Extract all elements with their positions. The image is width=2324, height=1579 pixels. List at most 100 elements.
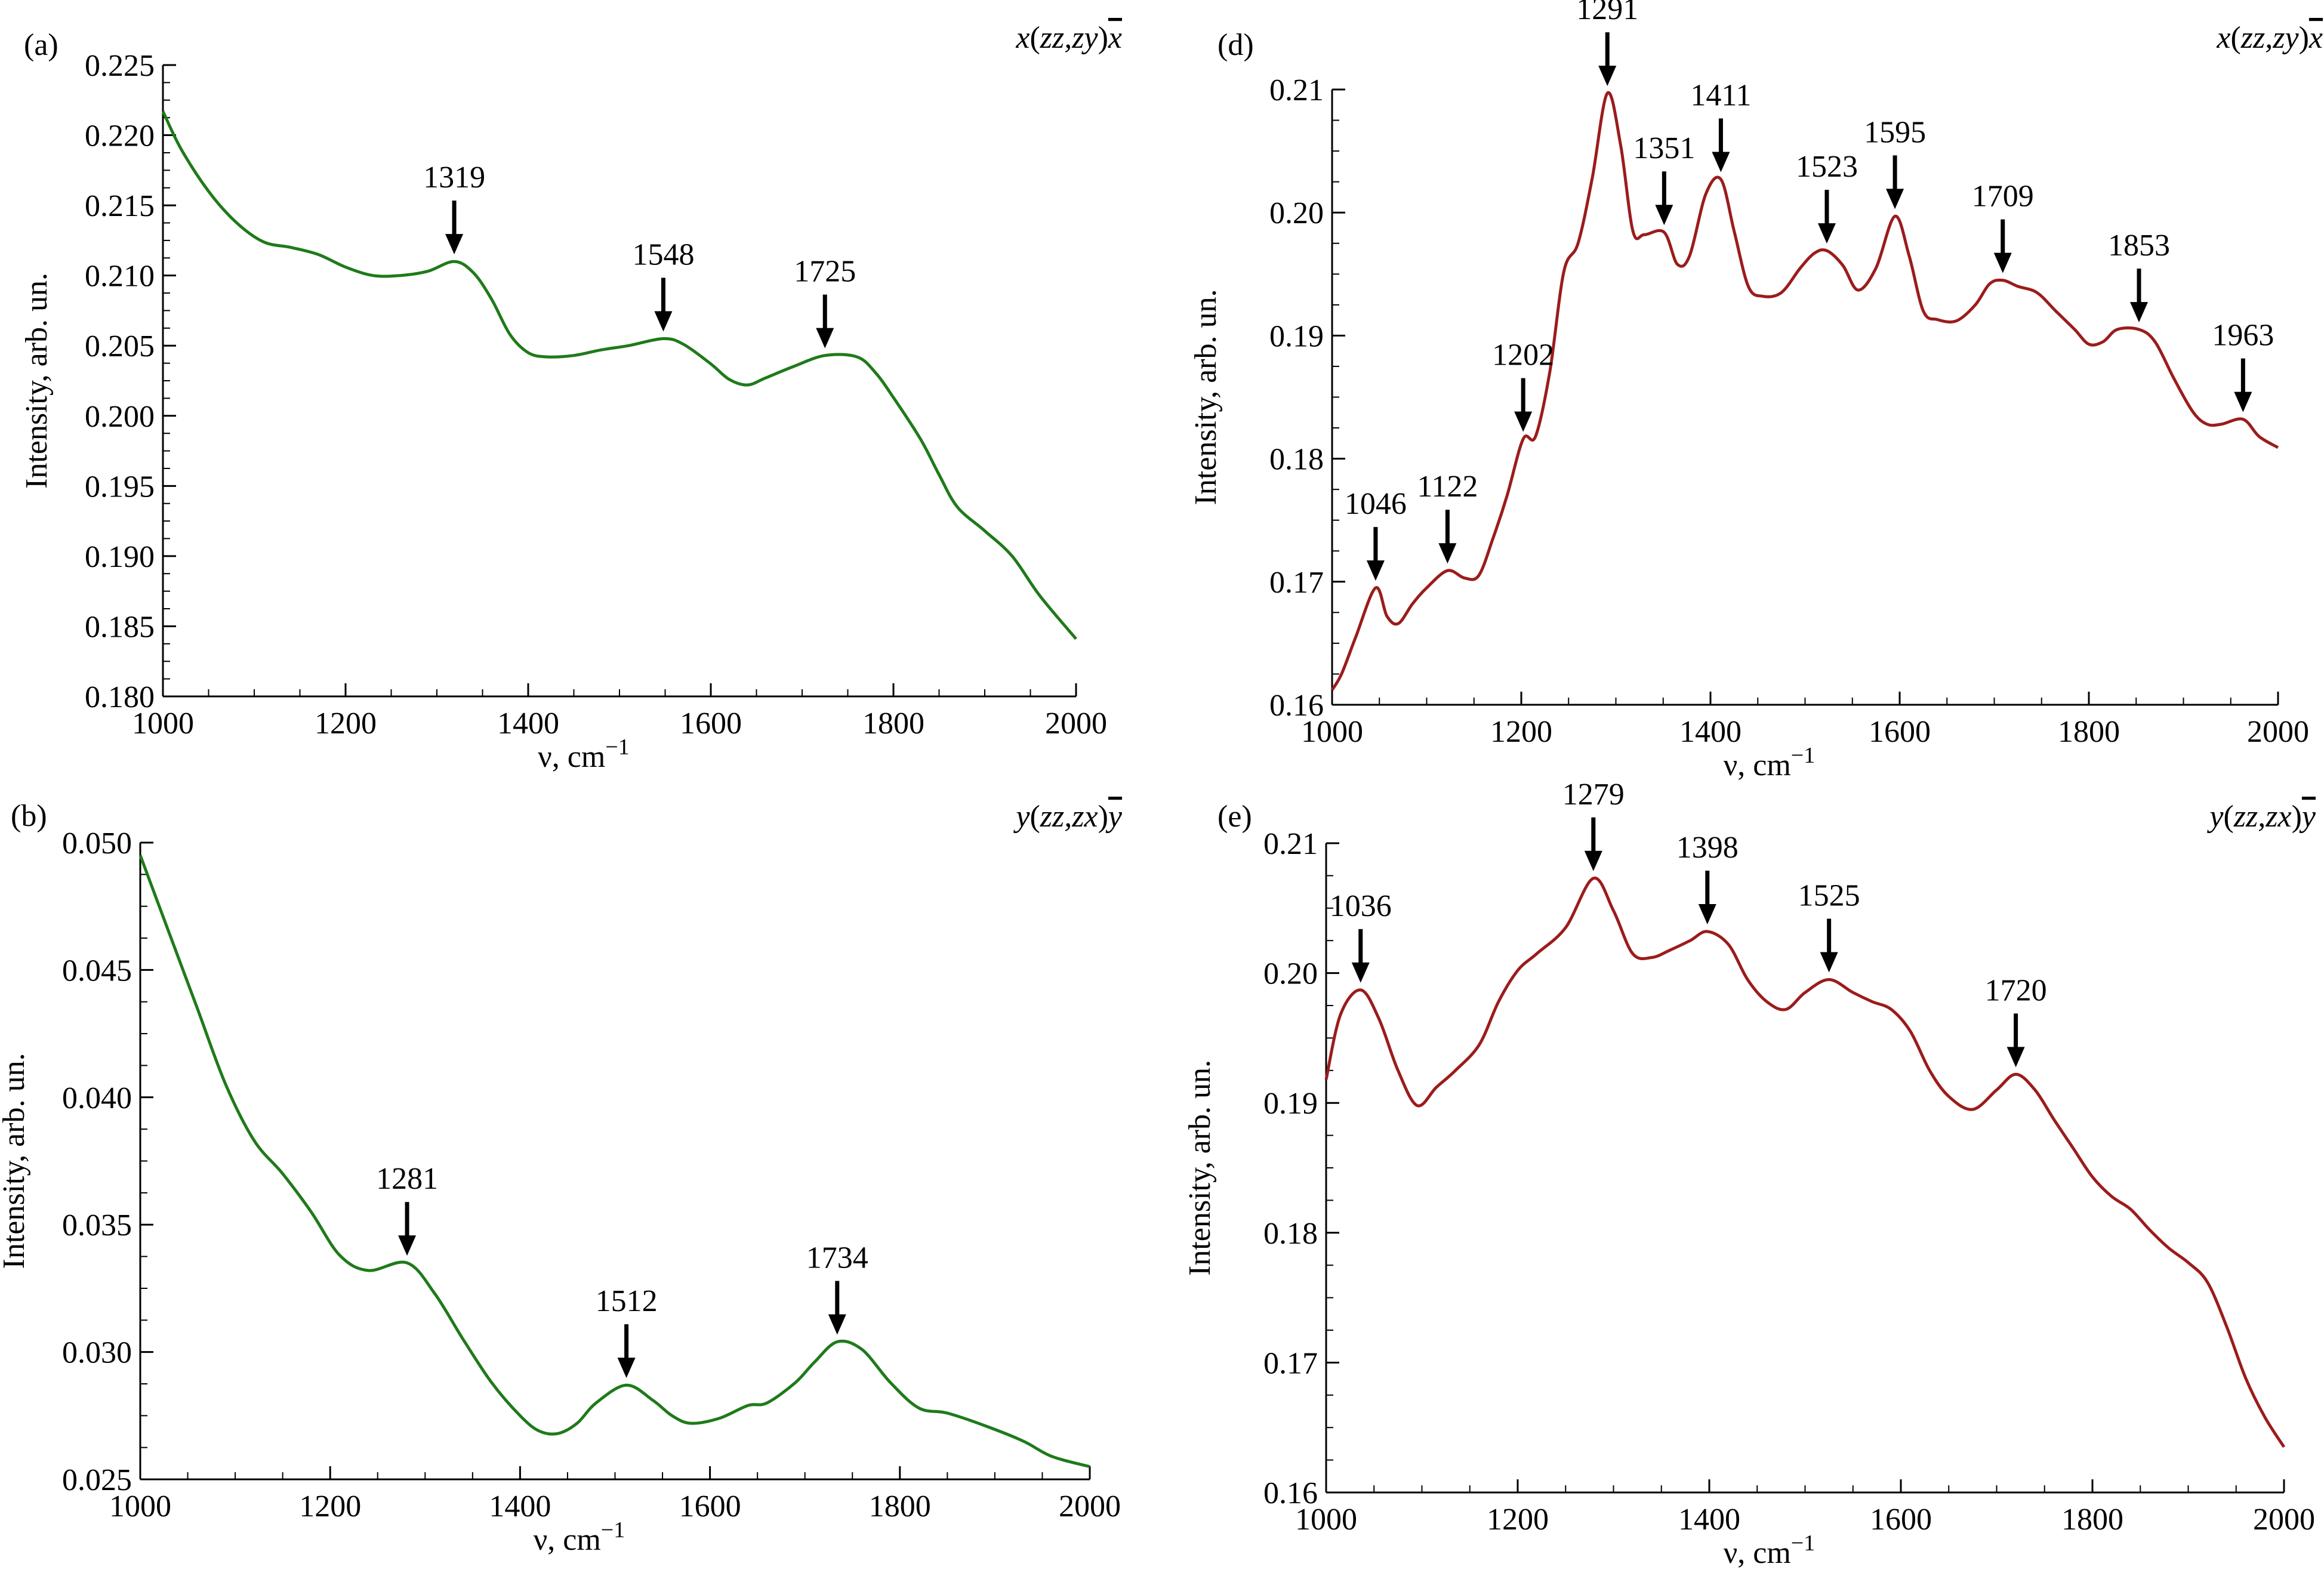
x-tick-label: 1000: [1301, 715, 1363, 749]
y-tick-label: 0.18: [1269, 443, 1324, 477]
peak-label: 1709: [1972, 180, 2034, 214]
peak-arrow-head: [1817, 223, 1836, 244]
peak-arrow-head: [1698, 903, 1716, 924]
x-axis-title: ν, cm−1: [538, 735, 629, 774]
y-tick-label: 0.16: [1269, 689, 1324, 723]
y-tick-label: 0.210: [85, 260, 155, 294]
peak-arrow-head: [398, 1235, 417, 1256]
y-axis-title: Intensity, arb. un.: [20, 273, 54, 489]
x-tick-label: 1400: [1678, 1503, 1740, 1537]
peak-arrow-head: [1820, 952, 1838, 973]
y-tick-label: 0.20: [1269, 196, 1324, 230]
peak-label: 1319: [423, 161, 485, 195]
y-tick-label: 0.17: [1263, 1346, 1318, 1380]
peak-arrow-head: [816, 328, 834, 349]
x-tick-label: 1600: [1870, 1503, 1932, 1537]
peak-arrow-head: [445, 234, 464, 255]
x-tick-label: 2000: [2247, 715, 2309, 749]
peak-arrow-head: [1886, 189, 1904, 209]
x-tick-label: 1600: [1869, 715, 1931, 749]
y-axis-title: Intensity, arb. un.: [1189, 289, 1223, 505]
y-tick-label: 0.205: [85, 329, 155, 363]
y-tick-label: 0.035: [62, 1208, 132, 1242]
x-tick-label: 1400: [1679, 715, 1742, 749]
scattering-geometry-label: x(zz,zy)x: [2216, 21, 2323, 55]
scattering-geometry-label: y(zz,zx)y: [2206, 800, 2316, 834]
peak-label: 1279: [1562, 778, 1625, 812]
x-tick-label: 1000: [132, 707, 194, 741]
x-tick-label: 1400: [489, 1489, 551, 1524]
peak-label: 1291: [1576, 0, 1638, 26]
scattering-geometry-label: x(zz,zy)x: [1015, 21, 1122, 55]
panel-label: (e): [1218, 800, 1252, 834]
peak-arrow-head: [1351, 962, 1370, 983]
x-tick-label: 1600: [680, 707, 742, 741]
panel-label: (b): [11, 799, 47, 833]
scattering-geometry-label: y(zz,zx)y: [1013, 800, 1123, 834]
y-tick-label: 0.19: [1263, 1087, 1318, 1121]
spectrum-line: [138, 855, 1090, 1469]
x-axis-title: ν, cm−1: [534, 1518, 625, 1557]
peak-arrow-head: [1655, 205, 1673, 226]
x-tick-label: 1800: [869, 1489, 931, 1524]
y-tick-label: 0.220: [85, 119, 155, 153]
x-tick-label: 1000: [109, 1489, 171, 1524]
peak-label: 1548: [632, 238, 694, 272]
y-tick-label: 0.20: [1263, 957, 1318, 991]
peak-label: 1411: [1690, 79, 1751, 113]
peak-arrow-head: [654, 311, 673, 332]
x-axis-title: ν, cm−1: [1724, 743, 1815, 782]
x-tick-label: 2000: [1059, 1489, 1121, 1524]
peak-arrow-head: [617, 1358, 636, 1378]
x-tick-label: 2000: [2253, 1503, 2315, 1537]
x-tick-label: 1200: [1490, 715, 1552, 749]
peak-arrow-head: [1584, 850, 1602, 871]
x-tick-label: 1400: [497, 707, 559, 741]
peak-label: 1202: [1492, 338, 1554, 372]
x-tick-label: 1200: [315, 707, 377, 741]
peak-arrow-head: [1366, 560, 1385, 581]
y-tick-label: 0.225: [85, 49, 155, 83]
chart-panel-a: 1000 1200 1400 1600 1800 2000 0.180 0.185 0.190 0…: [20, 21, 1122, 774]
y-tick-label: 0.19: [1269, 319, 1324, 353]
y-tick-label: 0.21: [1269, 73, 1324, 107]
peak-arrow-head: [2130, 302, 2149, 323]
peak-arrow-head: [2234, 391, 2252, 412]
peak-label: 1853: [2108, 229, 2170, 263]
x-tick-label: 1600: [679, 1489, 741, 1524]
y-axis-title: Intensity, arb. un.: [1183, 1060, 1217, 1276]
y-tick-label: 0.045: [62, 954, 132, 988]
peak-label: 1523: [1796, 150, 1858, 184]
x-tick-label: 1800: [862, 707, 924, 741]
peak-arrow-head: [1712, 152, 1730, 172]
x-tick-label: 1800: [2061, 1503, 2123, 1537]
y-tick-label: 0.190: [85, 540, 155, 574]
x-tick-label: 1200: [299, 1489, 361, 1524]
peak-arrow-head: [1514, 411, 1533, 432]
peak-label: 1281: [376, 1162, 438, 1196]
spectrum-line: [161, 110, 1077, 640]
y-tick-label: 0.16: [1263, 1476, 1318, 1510]
peak-label: 1963: [2212, 319, 2274, 353]
x-tick-label: 1000: [1295, 1503, 1357, 1537]
y-tick-label: 0.21: [1263, 827, 1318, 861]
x-tick-label: 2000: [1045, 707, 1107, 741]
peak-arrow-head: [828, 1314, 846, 1335]
peak-label: 1512: [596, 1284, 658, 1318]
y-tick-label: 0.17: [1269, 566, 1324, 600]
chart-panel-e: 1000 1200 1400 1600 1800 2000 0.16 0.17 0.18 0.19…: [1183, 778, 2316, 1570]
peak-label: 1398: [1676, 831, 1739, 865]
peak-arrow-head: [1993, 252, 2012, 273]
peak-label: 1720: [1985, 973, 2047, 1007]
y-tick-label: 0.030: [62, 1336, 132, 1370]
y-tick-label: 0.040: [62, 1081, 132, 1115]
x-tick-label: 1800: [2058, 715, 2120, 749]
peak-arrow-head: [2006, 1047, 2025, 1068]
y-tick-label: 0.215: [85, 189, 155, 223]
chart-panel-d: 1000 1200 1400 1600 1800 2000 0.16 0.17 0.18 0.19…: [1189, 0, 2323, 782]
peak-label: 1725: [794, 255, 856, 289]
peak-label: 1734: [806, 1241, 868, 1275]
y-tick-label: 0.185: [85, 610, 155, 644]
panel-label: (d): [1218, 28, 1254, 62]
x-tick-label: 1200: [1487, 1503, 1549, 1537]
